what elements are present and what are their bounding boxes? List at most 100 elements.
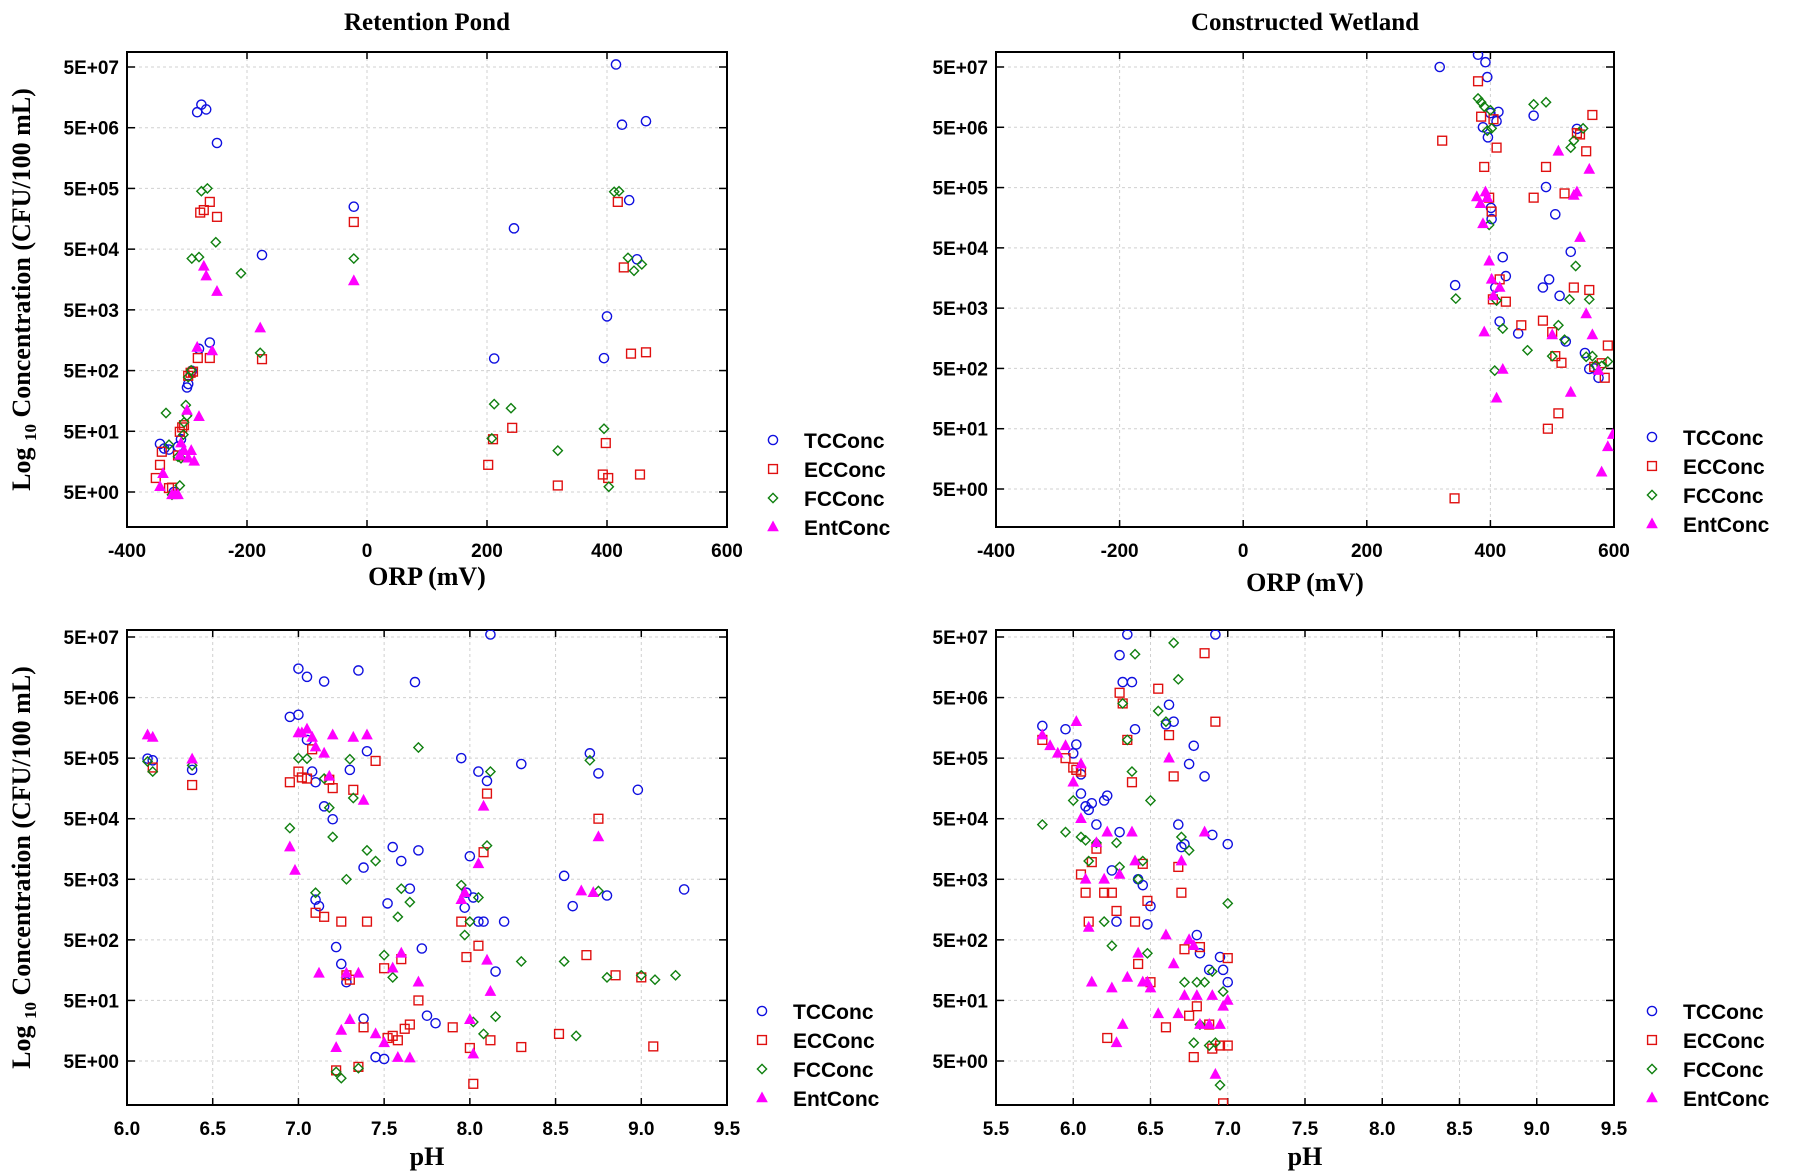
data-point-fcconc [1152, 705, 1164, 717]
data-point-fcconc [481, 839, 493, 852]
data-point-ecconc [1449, 493, 1460, 504]
data-point-fcconc [186, 759, 198, 771]
data-point-tcconc [318, 801, 330, 812]
data-point-tcconc [610, 59, 622, 70]
data-point-ecconc [187, 779, 198, 791]
data-point-fcconc [361, 844, 373, 856]
data-point-ecconc [1559, 188, 1570, 199]
data-point-entconc [1090, 836, 1103, 848]
data-point-ecconc [1553, 408, 1564, 419]
data-point-entconc [392, 1050, 404, 1062]
data-point-ecconc [1168, 771, 1179, 782]
data-point-entconc [386, 961, 399, 973]
data-point-tcconc [598, 352, 610, 364]
data-point-fcconc [635, 969, 647, 981]
data-point-fcconc [1497, 322, 1509, 335]
plot-frame [995, 51, 1615, 528]
data-point-entconc [455, 893, 468, 905]
data-point-ecconc [1587, 109, 1598, 121]
data-point-entconc [340, 966, 353, 978]
data-point-entconc [1079, 872, 1092, 884]
data-point-tcconc [211, 137, 223, 149]
data-point-fcconc [1075, 831, 1087, 843]
data-point-ecconc [447, 1022, 458, 1033]
data-point-fcconc [1036, 818, 1048, 831]
y-tick-label: 5E+03 [933, 299, 988, 320]
data-point-entconc [306, 730, 318, 742]
y-tick-label: 5E+01 [64, 422, 120, 443]
data-point-entconc [592, 830, 605, 842]
x-tick-label: 9.0 [1524, 1119, 1550, 1140]
data-point-entconc [289, 863, 301, 875]
x-tick-label: 6.0 [114, 1119, 140, 1140]
data-point-entconc [1206, 989, 1219, 1000]
data-point-fcconc [613, 185, 625, 197]
data-point-tcconc [1565, 246, 1577, 258]
data-point-fcconc [201, 182, 213, 195]
legend-marker-tcconc [756, 1005, 768, 1017]
legend-label-fcconc: FCConc [1683, 485, 1764, 508]
y-tick-label: 5E+04 [64, 810, 120, 831]
data-point-ecconc [648, 1041, 659, 1052]
data-point-entconc [1098, 872, 1110, 884]
y-tick-label: 5E+05 [933, 749, 989, 770]
data-point-tcconc [313, 900, 325, 912]
legend-marker-ecconc [1646, 1034, 1658, 1046]
data-point-entconc [206, 344, 219, 356]
data-point-entconc [1129, 854, 1141, 866]
y-tick-label: 5E+03 [933, 870, 988, 891]
data-point-tcconc [416, 943, 428, 954]
data-point-entconc [200, 269, 213, 281]
legend-marker-fcconc [1646, 1063, 1658, 1075]
data-point-entconc [1187, 939, 1200, 951]
y-tick-label: 5E+07 [933, 58, 988, 79]
data-point-tcconc [478, 916, 489, 927]
data-point-ecconc [1599, 372, 1610, 383]
data-point-tcconc [1222, 838, 1234, 850]
data-point-fcconc [1178, 976, 1191, 988]
data-point-ecconc [1476, 111, 1487, 122]
x-tick-label: 6.5 [1137, 1119, 1164, 1140]
x-tick-label: -200 [228, 541, 266, 562]
data-point-ecconc [1102, 1032, 1113, 1044]
data-point-entconc [191, 340, 204, 352]
plot-frame [126, 51, 728, 528]
data-point-ecconc [478, 847, 489, 858]
data-point-entconc [284, 840, 296, 852]
data-point-entconc [1487, 289, 1500, 301]
data-point-tcconc [473, 766, 484, 777]
data-point-fcconc [486, 432, 498, 445]
data-point-ecconc [293, 766, 304, 777]
data-point-fcconc [1129, 648, 1141, 660]
y-tick-label: 5E+06 [64, 119, 119, 140]
data-point-entconc [1209, 1067, 1222, 1079]
data-point-ecconc [296, 772, 307, 783]
data-point-tcconc [1101, 790, 1113, 801]
legend-label-tcconc: TCConc [793, 1001, 874, 1024]
data-point-ecconc [1218, 1098, 1229, 1105]
legend-label-ecconc: ECConc [1683, 1030, 1765, 1053]
data-point-ecconc [612, 196, 623, 207]
data-point-ecconc [1080, 887, 1091, 898]
data-point-tcconc [1549, 209, 1561, 220]
data-point-ecconc [336, 916, 347, 927]
data-point-ecconc [154, 459, 166, 470]
data-point-entconc [178, 444, 190, 455]
data-point-tcconc [558, 870, 570, 882]
data-point-ecconc [553, 1028, 565, 1040]
data-point-ecconc [1126, 777, 1138, 788]
data-point-fcconc [1206, 965, 1218, 978]
data-point-ecconc [461, 951, 472, 963]
data-points [1036, 630, 1234, 1105]
data-point-entconc [1574, 231, 1586, 242]
data-point-ecconc [1581, 146, 1592, 157]
legend-marker-entconc [756, 1091, 768, 1103]
data-point-ecconc [473, 940, 484, 951]
data-point-fcconc [1521, 344, 1534, 356]
y-tick-label: 5E+04 [64, 240, 120, 261]
x-tick-label: 8.5 [1446, 1119, 1473, 1140]
data-point-tcconc [344, 764, 356, 776]
data-point-tcconc [204, 337, 216, 348]
data-point-entconc [458, 886, 471, 898]
data-point-tcconc [1203, 964, 1215, 976]
